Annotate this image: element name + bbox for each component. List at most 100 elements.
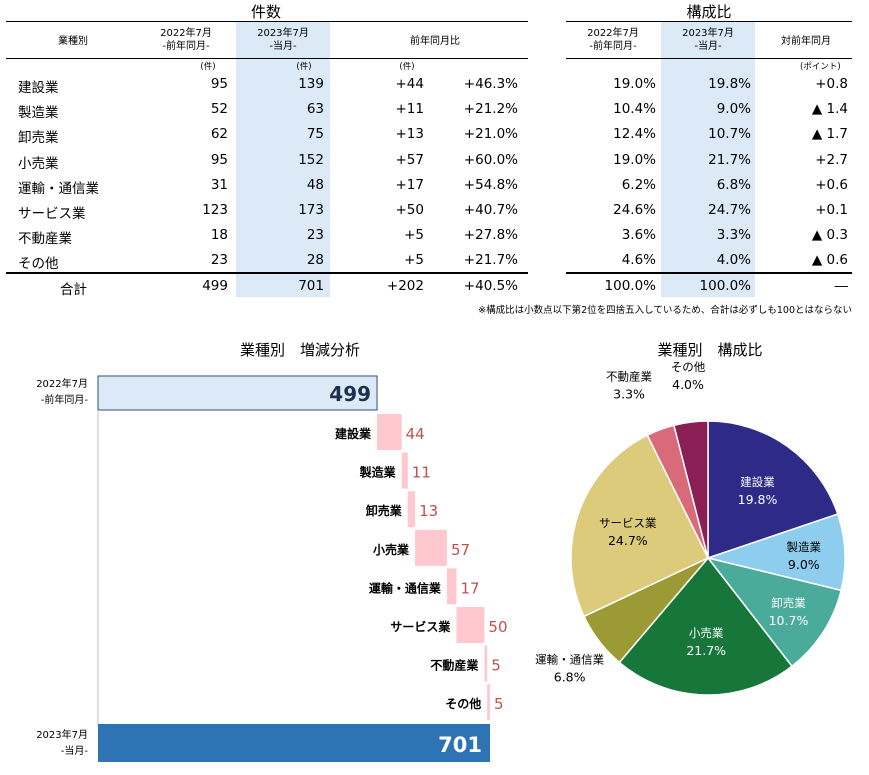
share-prev: 10.4% [613, 101, 656, 118]
pie-value-label: 3.3% [613, 387, 645, 402]
waterfall-start-label-line2: -前年同月- [41, 393, 89, 406]
header-share-prev: 2022年7月 -前年同月- [566, 27, 660, 53]
current-month-count-highlight [236, 22, 330, 297]
point-diff: +2.7 [815, 151, 848, 168]
pie-chart: 建設業 19.8% 製造業 9.0% 卸売業 10.7% 小売業 21.7% 運輸・通信業 6.8… [535, 360, 846, 696]
waterfall-step-value: 50 [488, 618, 507, 636]
pie-slice [706, 556, 843, 668]
prev-count: 52 [210, 101, 228, 118]
yoy-rate: +21.2% [463, 101, 518, 118]
point-diff: +0.6 [815, 176, 848, 193]
yoy-rate: +27.8% [463, 227, 518, 244]
point-diff: ▲ 0.6 [811, 252, 848, 269]
header-share-prev-line2: -前年同月- [589, 41, 637, 52]
curr-count: 173 [298, 202, 324, 218]
prev-count: 31 [210, 176, 228, 193]
total-share-prev: 100.0% [604, 278, 656, 294]
yoy-diff: +11 [395, 101, 425, 118]
header-yoy: 前年同月比 [410, 36, 460, 47]
prev-count: 23 [210, 252, 228, 269]
footnote: ※構成比は小数点以下第2位を四捨五入しているため、合計は必ずしも100とはならな… [478, 305, 852, 316]
yoy-rate: +54.8% [463, 176, 518, 193]
waterfall-start-bar [97, 375, 378, 411]
share-prev: 3.6% [621, 227, 656, 244]
header-prev-month-line2: -前年同月- [162, 41, 210, 52]
prev-count: 95 [210, 151, 228, 168]
point-diff: ▲ 0.3 [811, 227, 848, 244]
waterfall-step-value: 5 [491, 657, 501, 675]
pie-value-label: 21.7% [686, 643, 726, 658]
yoy-rate: +60.0% [463, 151, 518, 168]
share-prev: 24.6% [613, 202, 656, 218]
waterfall-step-bar [487, 684, 490, 721]
waterfall-step-bar [446, 568, 457, 605]
pie-category-label: 小売業 [689, 626, 724, 640]
waterfall-end-bar [98, 724, 490, 762]
pie-chart-title: 業種別 構成比 [657, 341, 763, 359]
pie-category-label: 卸売業 [771, 596, 806, 610]
point-diff: +0.8 [815, 76, 848, 92]
header-share-curr: 2023年7月 -当月- [661, 27, 755, 53]
pie-slice [673, 420, 709, 559]
waterfall-category-label: 運輸・通信業 [369, 580, 442, 595]
point-diff: ▲ 1.7 [811, 126, 848, 143]
pie-slice [618, 556, 794, 696]
waterfall-step-value: 5 [494, 695, 504, 713]
waterfall-step-bar [415, 529, 447, 566]
waterfall-category-label: 小売業 [373, 542, 410, 557]
industry-name: サービス業 [18, 206, 86, 222]
yoy-diff: +50 [395, 202, 425, 218]
count-table-top-rule [6, 21, 528, 22]
pie-value-label: 9.0% [788, 557, 820, 572]
point-diff: +0.1 [815, 202, 848, 218]
pie-value-label: 19.8% [738, 492, 778, 507]
header-share-curr-line1: 2023年7月 [682, 28, 734, 39]
yoy-diff: +17 [395, 176, 425, 193]
header-curr-month-line2: -当月- [269, 41, 297, 52]
industry-name: 小売業 [18, 155, 59, 172]
share-prev: 19.0% [613, 76, 656, 92]
total-point: ― [834, 278, 849, 294]
waterfall-chart: 499 2022年7月 -前年同月- 建設業 44 製造業 11 卸売業 13 小売業 57 運輸・通… [36, 375, 508, 762]
yoy-rate: +46.3% [463, 76, 518, 92]
waterfall-end-label-line1: 2023年7月 [36, 728, 88, 741]
total-rate: +40.5% [463, 278, 518, 294]
share-header-rule [566, 58, 852, 59]
yoy-diff: +5 [404, 252, 424, 269]
curr-count: 139 [298, 76, 324, 92]
share-prev: 19.0% [613, 151, 656, 168]
pie-value-label: 24.7% [608, 533, 648, 548]
waterfall-step-bar [407, 491, 416, 528]
header-curr-month-line1: 2023年7月 [257, 28, 309, 39]
pie-category-label: その他 [671, 360, 706, 374]
curr-count: 28 [306, 252, 324, 269]
waterfall-step-value: 11 [412, 464, 431, 482]
curr-count: 23 [306, 227, 324, 244]
header-point-diff: 対前年同月 [781, 36, 831, 47]
industry-name: 製造業 [18, 105, 59, 122]
share-prev: 6.2% [621, 176, 656, 193]
waterfall-end-value: 701 [438, 733, 482, 757]
header-share-curr-line2: -当月- [694, 41, 722, 52]
count-header-rule [6, 58, 528, 59]
curr-count: 63 [306, 101, 324, 118]
industry-name: 卸売業 [18, 130, 59, 147]
pie-slice [570, 434, 710, 618]
pie-value-label: 6.8% [554, 669, 586, 684]
unit-point: (ポイント) [800, 62, 841, 72]
header-prev-month: 2022年7月 -前年同月- [138, 27, 234, 53]
header-share-prev-line1: 2022年7月 [587, 28, 639, 39]
pie-category-label: 不動産業 [606, 370, 652, 384]
header-prev-month-line1: 2022年7月 [160, 28, 212, 39]
curr-count: 48 [306, 176, 324, 193]
yoy-rate: +40.7% [463, 202, 518, 218]
share-curr: 10.7% [708, 126, 751, 143]
industry-name: その他 [18, 256, 59, 273]
share-prev: 4.6% [621, 252, 656, 269]
yoy-diff: +5 [404, 227, 424, 244]
waterfall-end-label-line2: -当月- [61, 744, 89, 757]
pie-category-label: サービス業 [599, 516, 657, 530]
pie-value-label: 4.0% [672, 377, 704, 392]
header-curr-month: 2023年7月 -当月- [236, 27, 330, 53]
total-curr: 701 [298, 278, 324, 294]
